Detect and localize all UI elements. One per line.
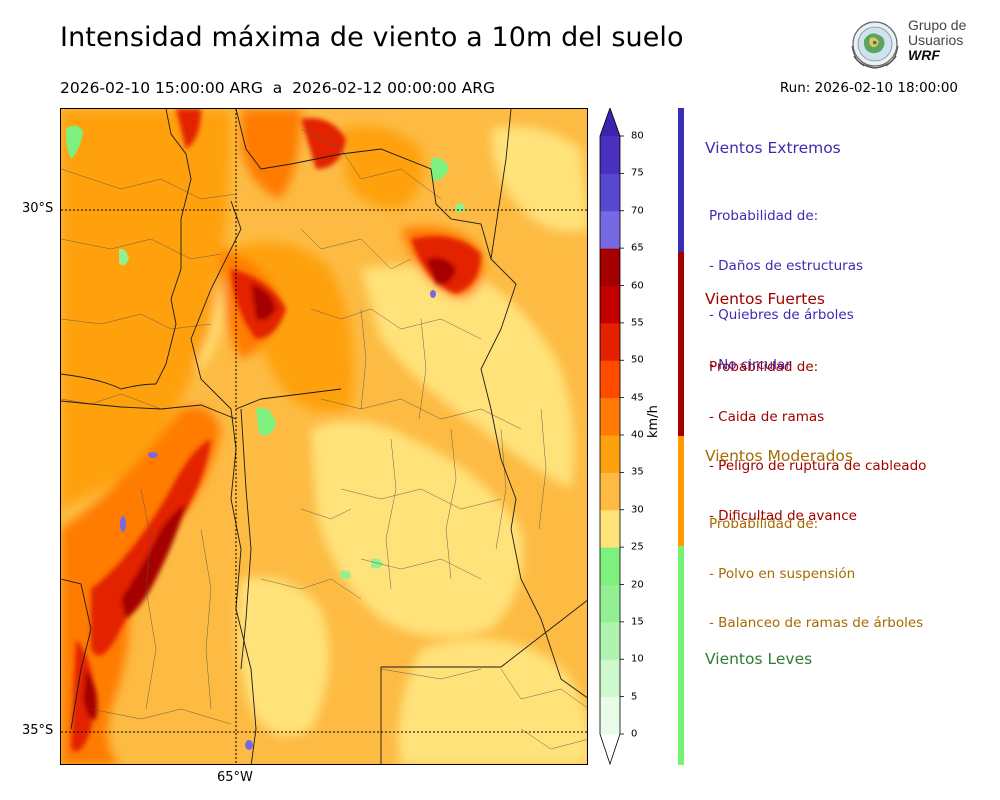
moderate-category-bar <box>678 436 684 546</box>
colorbar-tick-label: 35 <box>631 466 644 478</box>
desc-line: - Dificultad de avance <box>709 507 857 524</box>
forecast-period: 2026-02-10 15:00:00 ARG a 2026-02-12 00:… <box>60 79 496 97</box>
category-fuertes: Vientos Fuertes Probabilidad de: - Caida… <box>705 290 926 557</box>
colorbar-tick-label: 25 <box>631 541 644 553</box>
colorbar-tick-label: 0 <box>631 728 638 740</box>
colorbar-segment <box>600 659 620 698</box>
colorbar-tick-label: 75 <box>631 167 644 179</box>
colorbar-segment <box>600 360 620 399</box>
desc-line: Probabilidad de: <box>709 516 819 532</box>
desc-line: - No circular <box>709 356 791 373</box>
colorbar-segment <box>600 173 620 212</box>
globe-logo-icon <box>851 21 899 69</box>
wind-field-svg <box>61 109 587 764</box>
logo-line-2: Usuarios <box>908 32 964 48</box>
category-moderados: Vientos Moderados Probabilidad de: - Pol… <box>705 447 923 665</box>
colorbar-tick-label: 15 <box>631 616 644 628</box>
category-description: Probabilidad de: - Polvo en suspensión -… <box>705 483 923 665</box>
colorbar-unit: km/h <box>646 405 661 438</box>
run-time: Run: 2026-02-10 18:00:00 <box>779 80 958 96</box>
colorbar-tick-label: 30 <box>631 504 644 516</box>
department-boundaries <box>61 128 587 750</box>
category-description: Probabilidad de: - Caida de ramas - Peli… <box>705 326 926 557</box>
colorbar-segment <box>600 696 620 735</box>
logo-line-3: WRF <box>908 47 940 63</box>
wind-map <box>60 108 588 765</box>
colorbar-tick-label: 45 <box>631 392 644 404</box>
lat-label-35s: 35°S <box>22 723 54 738</box>
strong-category-bar <box>678 252 684 436</box>
colorbar-tick-label: 65 <box>631 242 644 254</box>
colorbar-segment <box>600 136 620 174</box>
desc-line: - Caida de ramas <box>709 408 825 425</box>
desc-line: Probabilidad de: <box>709 208 819 224</box>
colorbar-segment <box>600 584 620 623</box>
map-title: Intensidad máxima de viento a 10m del su… <box>60 22 684 53</box>
colorbar-segment <box>600 547 620 585</box>
desc-line: - Balanceo de ramas de árboles <box>709 615 924 631</box>
colorbar-segment <box>600 435 620 473</box>
colorbar-segment <box>600 509 620 548</box>
category-title: Vientos Fuertes <box>705 290 825 308</box>
colorbar-over-triangle <box>600 108 620 136</box>
extreme-category-bar <box>678 108 684 252</box>
colorbar-tick-label: 60 <box>631 280 644 291</box>
colorbar-tick-label: 40 <box>631 429 644 441</box>
category-leves: Vientos Leves <box>705 650 812 668</box>
province-boundaries <box>61 109 587 764</box>
colorbar-tick-label: 10 <box>631 653 644 665</box>
colorbar-tick-label: 5 <box>631 691 638 703</box>
category-title: Vientos Moderados <box>705 447 853 465</box>
category-title: Vientos Leves <box>705 650 813 668</box>
colorbar-segment <box>600 248 620 286</box>
colorbar-under-triangle <box>600 734 620 764</box>
colorbar-tick-label: 50 <box>631 354 644 366</box>
lon-label-65w: 65°W <box>217 770 253 785</box>
category-description: Probabilidad de: - Daños de estructuras … <box>705 175 863 406</box>
colorbar-tick-label: 20 <box>631 579 644 590</box>
colorbar-tick-label: 70 <box>631 205 644 217</box>
wind-colorbar <box>599 108 624 766</box>
category-extremos: Vientos Extremos Probabilidad de: - Daño… <box>705 139 863 406</box>
colorbar-segment <box>600 621 620 660</box>
category-title: Vientos Extremos <box>705 139 841 157</box>
desc-line: - Quiebres de árboles <box>709 307 854 323</box>
graticule <box>61 109 587 764</box>
logo-line-1: Grupo de <box>908 17 967 33</box>
grupo-wrf-logo: Grupo de Usuarios WRF <box>846 16 976 74</box>
colorbar-tick-label: 80 <box>631 130 644 142</box>
colorbar-segment <box>600 285 620 324</box>
colorbar-tick-label: 55 <box>631 317 644 329</box>
desc-line: - Daños de estructuras <box>709 257 864 274</box>
colorbar-segment <box>600 472 620 511</box>
colorbar-segment <box>600 322 620 361</box>
extreme-wind-spots <box>120 290 436 750</box>
colorbar-segment <box>600 210 620 249</box>
lat-label-30s: 30°S <box>22 201 54 216</box>
colorbar-segment <box>600 397 620 436</box>
desc-line: - Peligro de ruptura de cableado <box>709 458 927 474</box>
light-category-bar <box>678 546 684 765</box>
wind-core-shading <box>71 109 481 752</box>
desc-line: Probabilidad de: <box>709 359 819 375</box>
desc-line: - Polvo en suspensión <box>709 565 856 582</box>
